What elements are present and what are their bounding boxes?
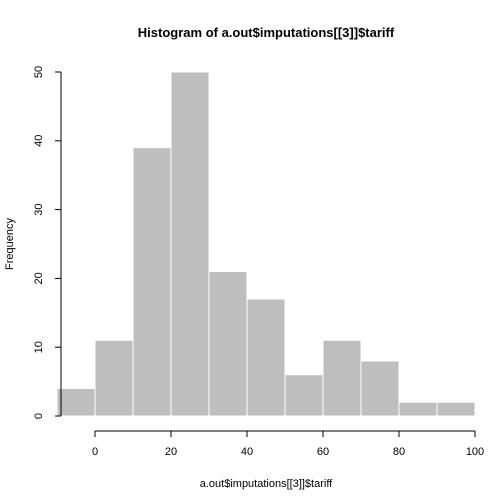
- histogram-bar: [284, 374, 324, 417]
- histogram-bar: [170, 71, 210, 417]
- x-tick-label: 0: [92, 446, 98, 458]
- histogram-bar: [246, 298, 286, 417]
- histogram-bar: [360, 360, 400, 417]
- y-tick-label: 10: [33, 341, 45, 353]
- histogram-bar: [208, 271, 248, 417]
- histogram-bar: [436, 401, 476, 417]
- bars-group: [56, 71, 476, 417]
- y-axis-label: Frequency: [4, 218, 16, 270]
- x-axis: 0 20 40 60 80 100: [92, 430, 484, 458]
- histogram-bar: [398, 401, 438, 417]
- x-tick-label: 40: [241, 446, 253, 458]
- x-tick-label: 60: [317, 446, 329, 458]
- chart-title: Histogram of a.out$imputations[[3]]$tari…: [138, 25, 395, 40]
- x-tick-label: 100: [466, 446, 484, 458]
- x-axis-label: a.out$imputations[[3]]$tariff: [200, 478, 333, 490]
- histogram-bar: [56, 387, 96, 417]
- histogram-bar: [132, 147, 172, 417]
- x-tick-label: 80: [393, 446, 405, 458]
- y-tick-label: 40: [33, 135, 45, 147]
- histogram-bar: [322, 339, 362, 417]
- y-tick-label: 30: [33, 203, 45, 215]
- x-tick-label: 20: [165, 446, 177, 458]
- y-tick-label: 20: [33, 272, 45, 284]
- y-axis: 0 10 20 30 40 50: [33, 66, 62, 419]
- y-tick-label: 0: [33, 413, 45, 419]
- y-tick-label: 50: [33, 66, 45, 78]
- histogram-bar: [94, 339, 134, 417]
